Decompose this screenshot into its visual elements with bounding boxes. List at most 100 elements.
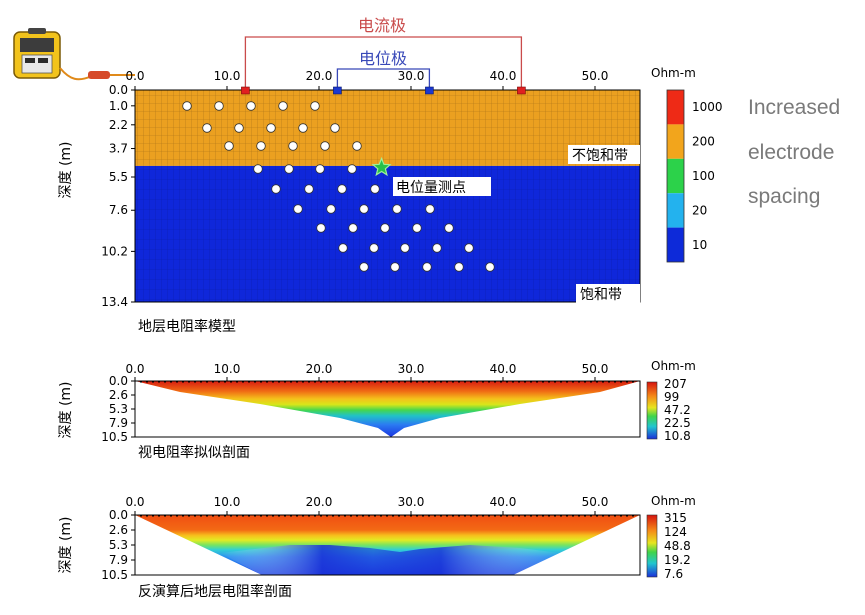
measurement-dot [330,123,340,133]
bottom-ylabel: 深度 (m) [58,516,74,573]
resistivity-meter-icon [13,28,61,79]
unsaturated-label-box [568,145,640,164]
measurement-dot [298,123,308,133]
measurement-dot [369,243,379,253]
mid-legend-value: 47.2 [664,403,691,417]
measurement-dots [182,101,495,272]
mid-legend-value: 99 [664,390,679,404]
mid-depth-tick-label: 2.6 [109,388,128,402]
saturated-label-box [576,284,640,303]
mid-x-tick-label: 20.0 [306,362,333,376]
measurement-dot [234,123,244,133]
top-depth-tick-label: 7.6 [109,203,128,217]
side-text-line-3: spacing [748,185,821,208]
mid-x-tick-label: 40.0 [490,362,517,376]
bottom-x-tick-label: 50.0 [582,495,609,509]
top-depth-tick-label: 13.4 [101,295,128,309]
top-legend-value: 10 [692,238,707,252]
side-text-line-1: Increased [748,96,841,119]
top-ylabel: 深度 (m) [58,141,74,198]
measurement-dot [310,101,320,111]
top-x-tick-label: 20.0 [306,69,333,83]
bottom-depth-tick-label: 10.5 [101,568,128,582]
measurement-dot [347,164,357,174]
measurement-dot [464,243,474,253]
measurement-dot [412,223,422,233]
model-frame [134,89,641,303]
measurement-dot [359,204,369,214]
mid-depth-tick-label: 7.9 [109,416,128,430]
top-legend-frame [666,89,685,263]
measurement-dot [485,262,495,272]
top-legend-swatch [667,158,684,194]
measurement-dot [422,262,432,272]
measurement-dot [214,101,224,111]
top-caption: 地层电阻率模型 [138,318,236,335]
bottom-depth-tick-label: 2.6 [109,523,128,537]
bottom-x-tick-label: 40.0 [490,495,517,509]
measurement-dot [256,141,266,151]
measurement-dot [337,184,347,194]
measurement-dot [444,223,454,233]
bottom-colorbar [646,514,658,578]
potential-electrode-marker [333,86,342,95]
bottom-caption: 反演算后地层电阻率剖面 [138,583,292,600]
current-electrode-label: 电流极 [358,16,406,35]
measurement-dot [454,262,464,272]
saturated-zone-label: 饱和带 [580,287,622,303]
potential-electrode-marker [425,86,434,95]
mid-legend-value: 10.8 [664,429,691,443]
measurement-dot [284,164,294,174]
mid-depth-tick-label: 0.0 [109,374,128,388]
measurement-dot [293,204,303,214]
current-electrode-marker [241,86,250,95]
measurement-dot [271,184,281,194]
mid-x-tick-label: 10.0 [214,362,241,376]
top-legend-value: 20 [692,203,707,217]
measurement-dot [392,204,402,214]
side-text-line-2: electrode [748,141,835,164]
mid-unit-label: Ohm-m [651,359,696,373]
measurement-dot [370,184,380,194]
low-resistivity-zone [220,545,560,575]
top-depth-tick-label: 5.5 [109,170,128,184]
measurement-dot [246,101,256,111]
measure-point-star-icon [371,156,392,177]
mid-depth-tick-label: 10.5 [101,430,128,444]
mid-legend-value: 207 [664,377,687,391]
top-legend-value: 100 [692,169,715,183]
mid-x-tick-label: 0.0 [125,362,144,376]
measurement-dot [253,164,263,174]
measurement-dot [266,123,276,133]
cable-connector [88,71,110,79]
mid-x-tick-label: 50.0 [582,362,609,376]
bottom-x-tick-label: 0.0 [125,495,144,509]
measurement-dot [202,123,212,133]
measurement-dot [316,223,326,233]
bottom-legend-value: 124 [664,525,687,539]
bottom-x-tick-label: 30.0 [398,495,425,509]
measurement-dot [224,141,234,151]
measurement-dot [315,164,325,174]
measurement-dot [278,101,288,111]
bottom-legend-value: 19.2 [664,553,691,567]
bottom-depth-tick-label: 7.9 [109,553,128,567]
measure-point-label: 电位量测点 [396,180,466,196]
bottom-depth-tick-label: 5.3 [109,538,128,552]
measurement-dot [400,243,410,253]
top-legend-swatch [667,227,684,262]
measure-point-label-box [393,177,491,196]
bottom-x-tick-label: 10.0 [214,495,241,509]
unsaturated-zone-label: 不饱和带 [572,148,628,164]
apparent-resistivity-section [135,381,640,437]
measurement-dot [304,184,314,194]
top-legend-swatch [667,124,684,159]
measurement-dot [326,204,336,214]
measurement-dot [348,223,358,233]
top-depth-tick-label: 0.0 [109,83,128,97]
potential-electrode-bracket [336,68,431,87]
measurement-dot [359,262,369,272]
